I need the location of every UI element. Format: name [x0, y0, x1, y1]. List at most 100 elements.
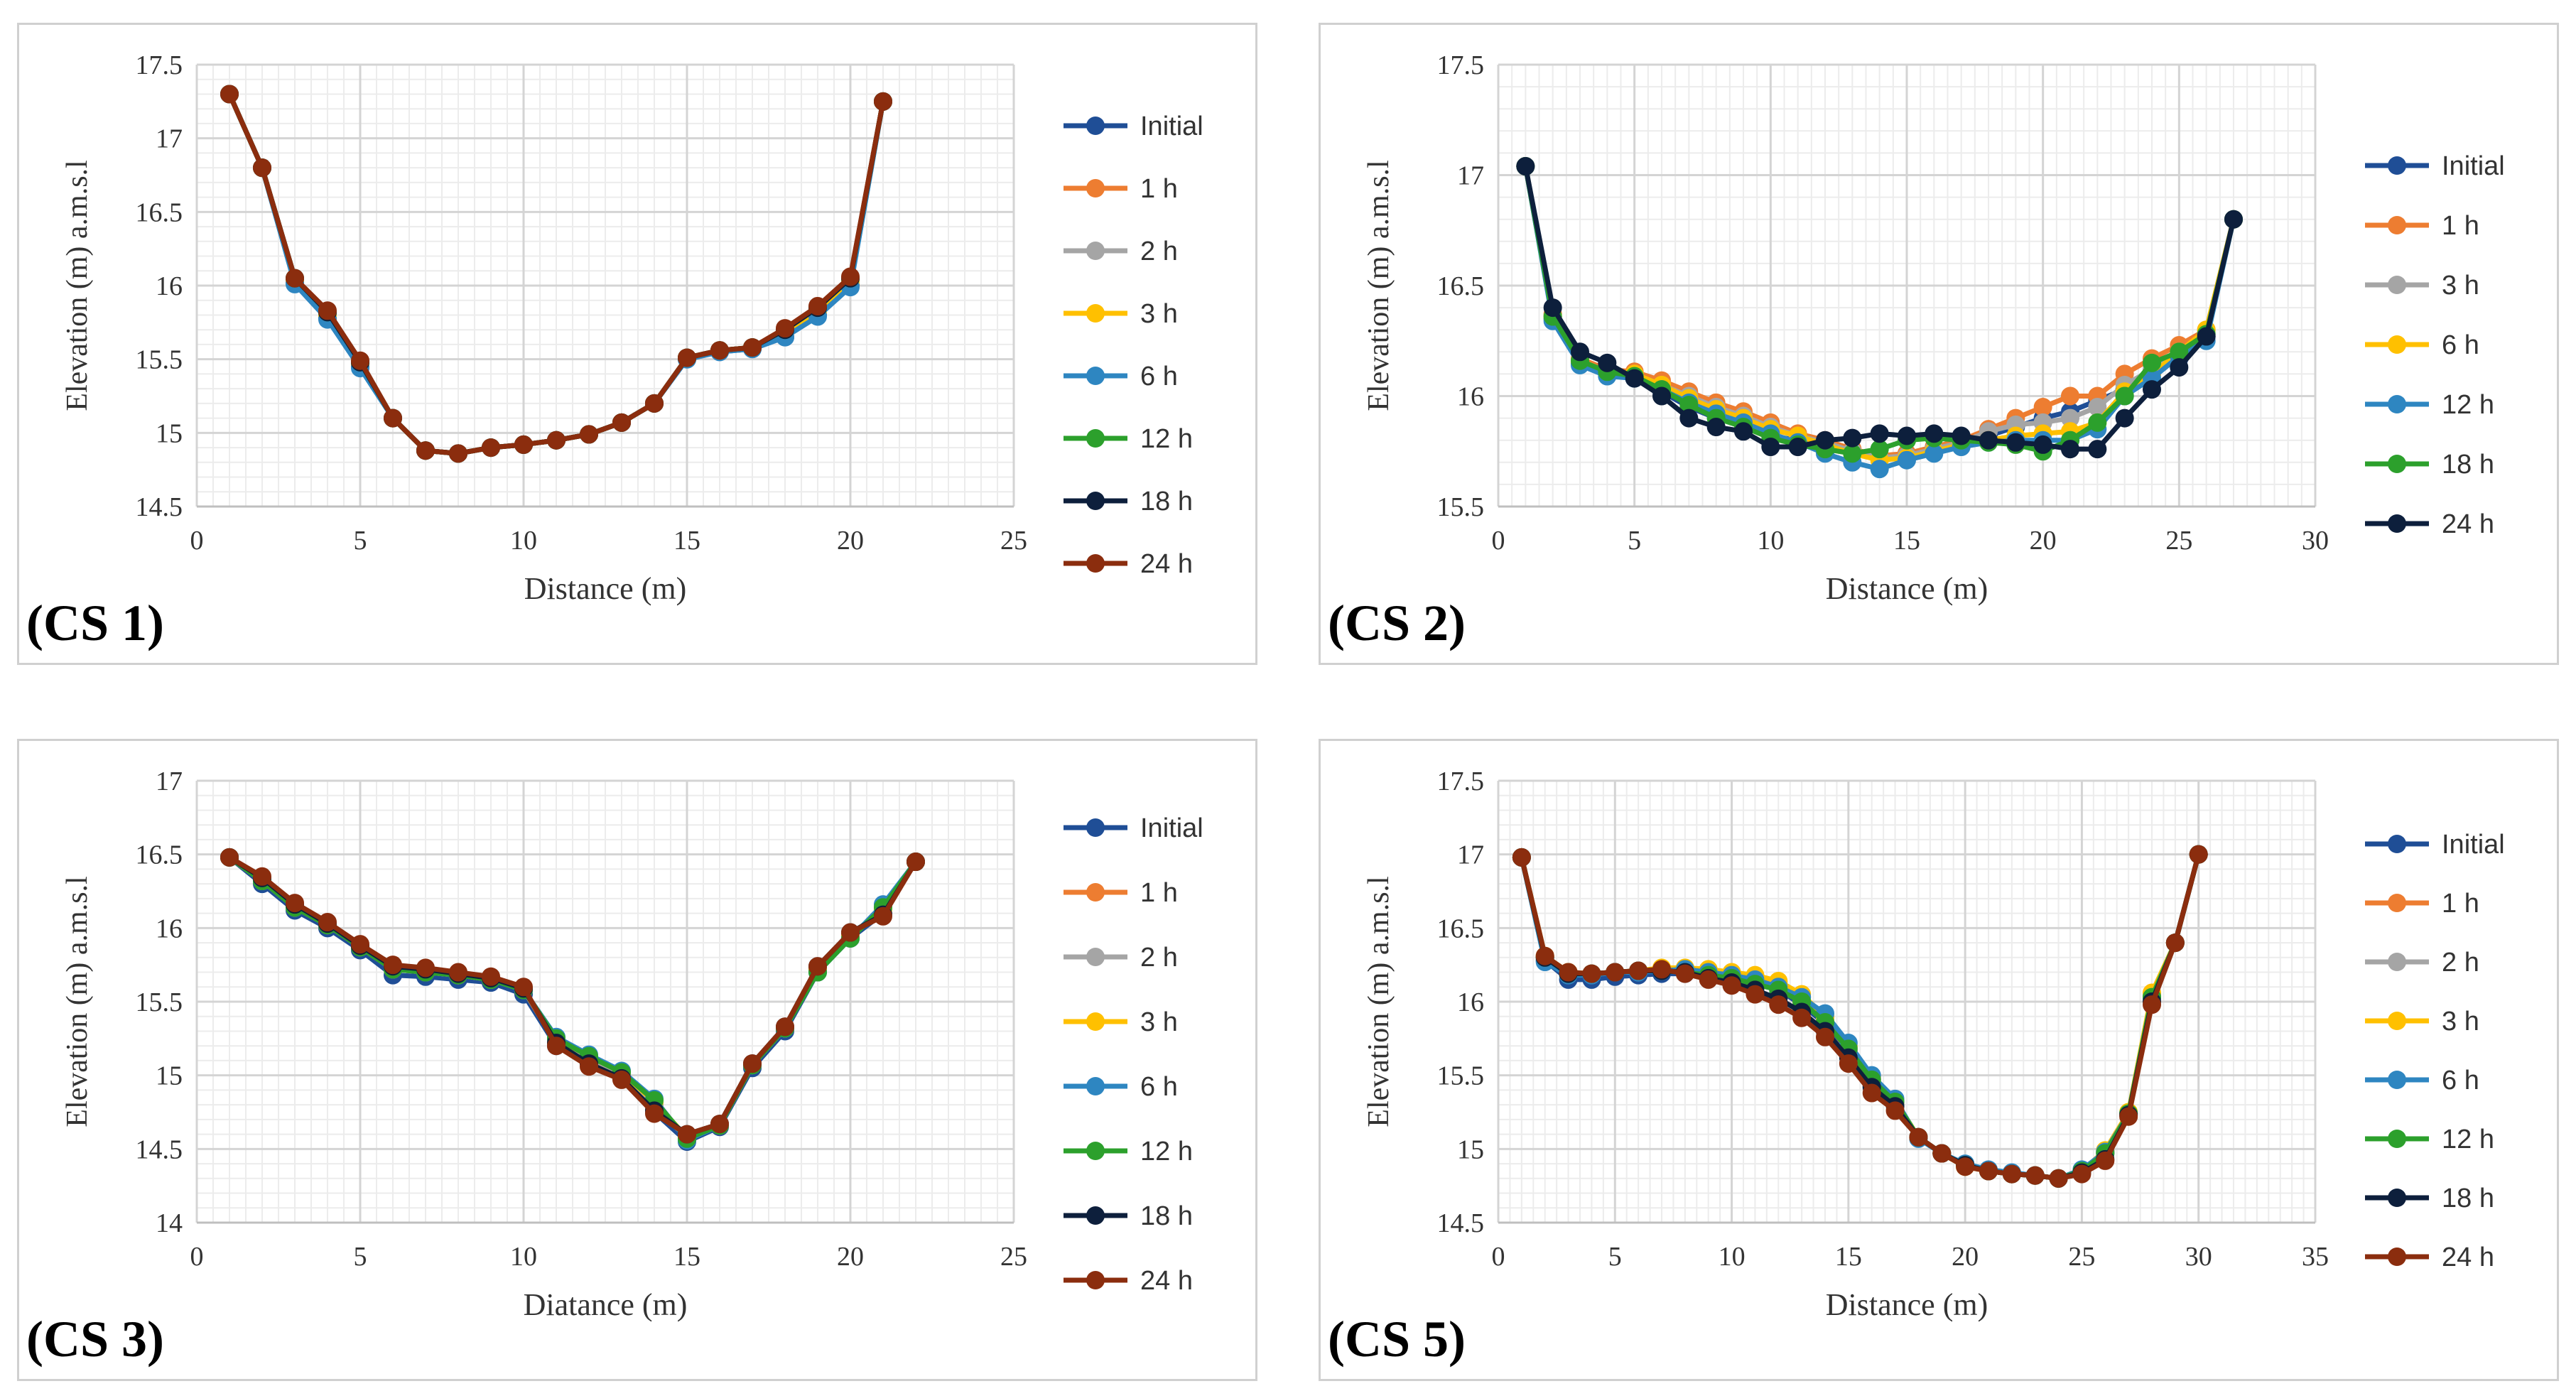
x-tick-label: 15: [673, 526, 700, 556]
data-point: [645, 1104, 664, 1123]
legend-label: 24 h: [2442, 509, 2494, 539]
legend-marker: [1086, 304, 1105, 323]
data-point: [645, 394, 664, 413]
legend-label: 6 h: [2442, 330, 2479, 360]
legend-item: 3 h: [1064, 299, 1178, 329]
y-tick-label: 16: [156, 914, 183, 943]
data-point: [2143, 995, 2161, 1014]
legend-item: 6 h: [2365, 330, 2479, 360]
data-point: [2006, 433, 2025, 452]
data-point: [449, 963, 467, 982]
data-point: [1769, 995, 1788, 1014]
legend-marker: [1086, 429, 1105, 448]
legend-label: 12 h: [1140, 1137, 1193, 1167]
chart-panel-cs3: 0 5 10 15 20 25 14 14.5 15 15.5 16 16.5 17 Diatance (…: [17, 739, 1257, 1381]
data-point: [1706, 418, 1726, 437]
data-point: [2096, 1151, 2115, 1170]
legend-label: 24 h: [1140, 549, 1193, 579]
data-point: [2143, 353, 2161, 372]
data-point: [2002, 1164, 2021, 1184]
x-tick-label: 25: [2068, 1242, 2095, 1272]
data-point: [1652, 386, 1671, 406]
x-tick-label: 5: [1628, 526, 1641, 556]
data-point: [580, 1057, 598, 1076]
data-point: [547, 431, 565, 450]
data-point: [2170, 358, 2189, 377]
legend-item: 18 h: [2365, 450, 2494, 480]
legend-item: 6 h: [1064, 1072, 1178, 1102]
legend-item: 12 h: [1064, 1137, 1193, 1167]
chart-cs5: 0 5 10 15 20 25 30 35 14.5 15 15.5 16 16.5 17 17.5 Dist…: [1363, 767, 2505, 1322]
legend-marker: [1086, 1142, 1105, 1160]
data-point: [841, 267, 860, 286]
x-tick-label: 35: [2302, 1242, 2329, 1272]
series-24h: [1516, 157, 2243, 459]
data-point: [547, 1037, 565, 1056]
data-point: [1761, 438, 1780, 457]
data-point: [253, 158, 271, 178]
legend-item: 6 h: [1064, 362, 1178, 391]
legend-label: 2 h: [1140, 237, 1178, 266]
legend-item: 18 h: [1064, 487, 1193, 516]
grid: [195, 63, 1015, 508]
data-point: [1932, 1144, 1952, 1163]
data-point: [1909, 1127, 1928, 1147]
data-point: [1625, 369, 1644, 388]
data-point: [776, 1017, 794, 1037]
x-tick-label: 30: [2185, 1242, 2212, 1272]
y-axis-title: Elevation (m) a.m.s.l: [1363, 876, 1395, 1127]
legend-label: 6 h: [1140, 362, 1178, 391]
legend-item: 18 h: [2365, 1184, 2494, 1213]
legend-label: 24 h: [1140, 1266, 1193, 1296]
data-point: [1606, 963, 1625, 982]
y-tick-label: 15.5: [136, 345, 183, 375]
data-point: [416, 958, 435, 978]
data-point: [2119, 1107, 2138, 1126]
data-point: [1925, 444, 1944, 463]
data-point: [1582, 964, 1601, 983]
data-point: [1870, 460, 1889, 479]
data-point: [351, 935, 369, 954]
data-point: [1792, 1008, 1812, 1027]
y-tick-label: 15.5: [1437, 492, 1485, 522]
data-point: [678, 348, 696, 367]
data-point: [874, 92, 892, 111]
data-point: [220, 85, 239, 104]
legend-marker: [2388, 216, 2406, 234]
legend: Initial 1 h 2 h 3 h 6 h 12 h 18 h 24 h: [1064, 112, 1203, 579]
x-tick-label: 10: [1719, 1242, 1746, 1272]
legend-item: 3 h: [2365, 1007, 2479, 1037]
x-tick-label: 15: [673, 1242, 700, 1272]
legend-item: Initial: [2365, 151, 2505, 181]
data-point: [678, 1125, 696, 1144]
y-tick-label: 15.5: [136, 987, 183, 1017]
legend-label: 24 h: [2442, 1243, 2494, 1272]
x-axis-title: Distance (m): [1826, 1287, 1988, 1322]
data-point: [1925, 424, 1944, 443]
data-point: [1679, 408, 1699, 428]
y-tick-label: 17.5: [1437, 50, 1485, 80]
legend-marker: [2388, 1071, 2406, 1089]
legend-marker: [1086, 1271, 1105, 1289]
y-tick-label: 16: [1457, 987, 1484, 1017]
legend-item: Initial: [2365, 830, 2505, 860]
data-point: [2224, 210, 2243, 229]
data-point: [514, 978, 533, 997]
data-point: [2072, 1164, 2091, 1184]
data-point: [808, 297, 827, 316]
data-point: [1512, 848, 1531, 867]
legend-label: 18 h: [2442, 1184, 2494, 1213]
y-tick-label: 15: [156, 418, 183, 448]
legend-item: Initial: [1064, 112, 1203, 141]
data-point: [449, 444, 467, 463]
grid: [1497, 779, 2317, 1224]
data-point: [384, 408, 402, 428]
data-point: [318, 301, 337, 320]
data-point: [1885, 1101, 1905, 1120]
y-tick-label: 15.5: [1437, 1061, 1485, 1091]
y-tick-label: 17.5: [136, 50, 183, 80]
data-point: [2088, 440, 2107, 459]
legend-item: 24 h: [2365, 1243, 2494, 1272]
legend-label: 12 h: [1140, 424, 1193, 454]
data-point: [841, 923, 860, 942]
